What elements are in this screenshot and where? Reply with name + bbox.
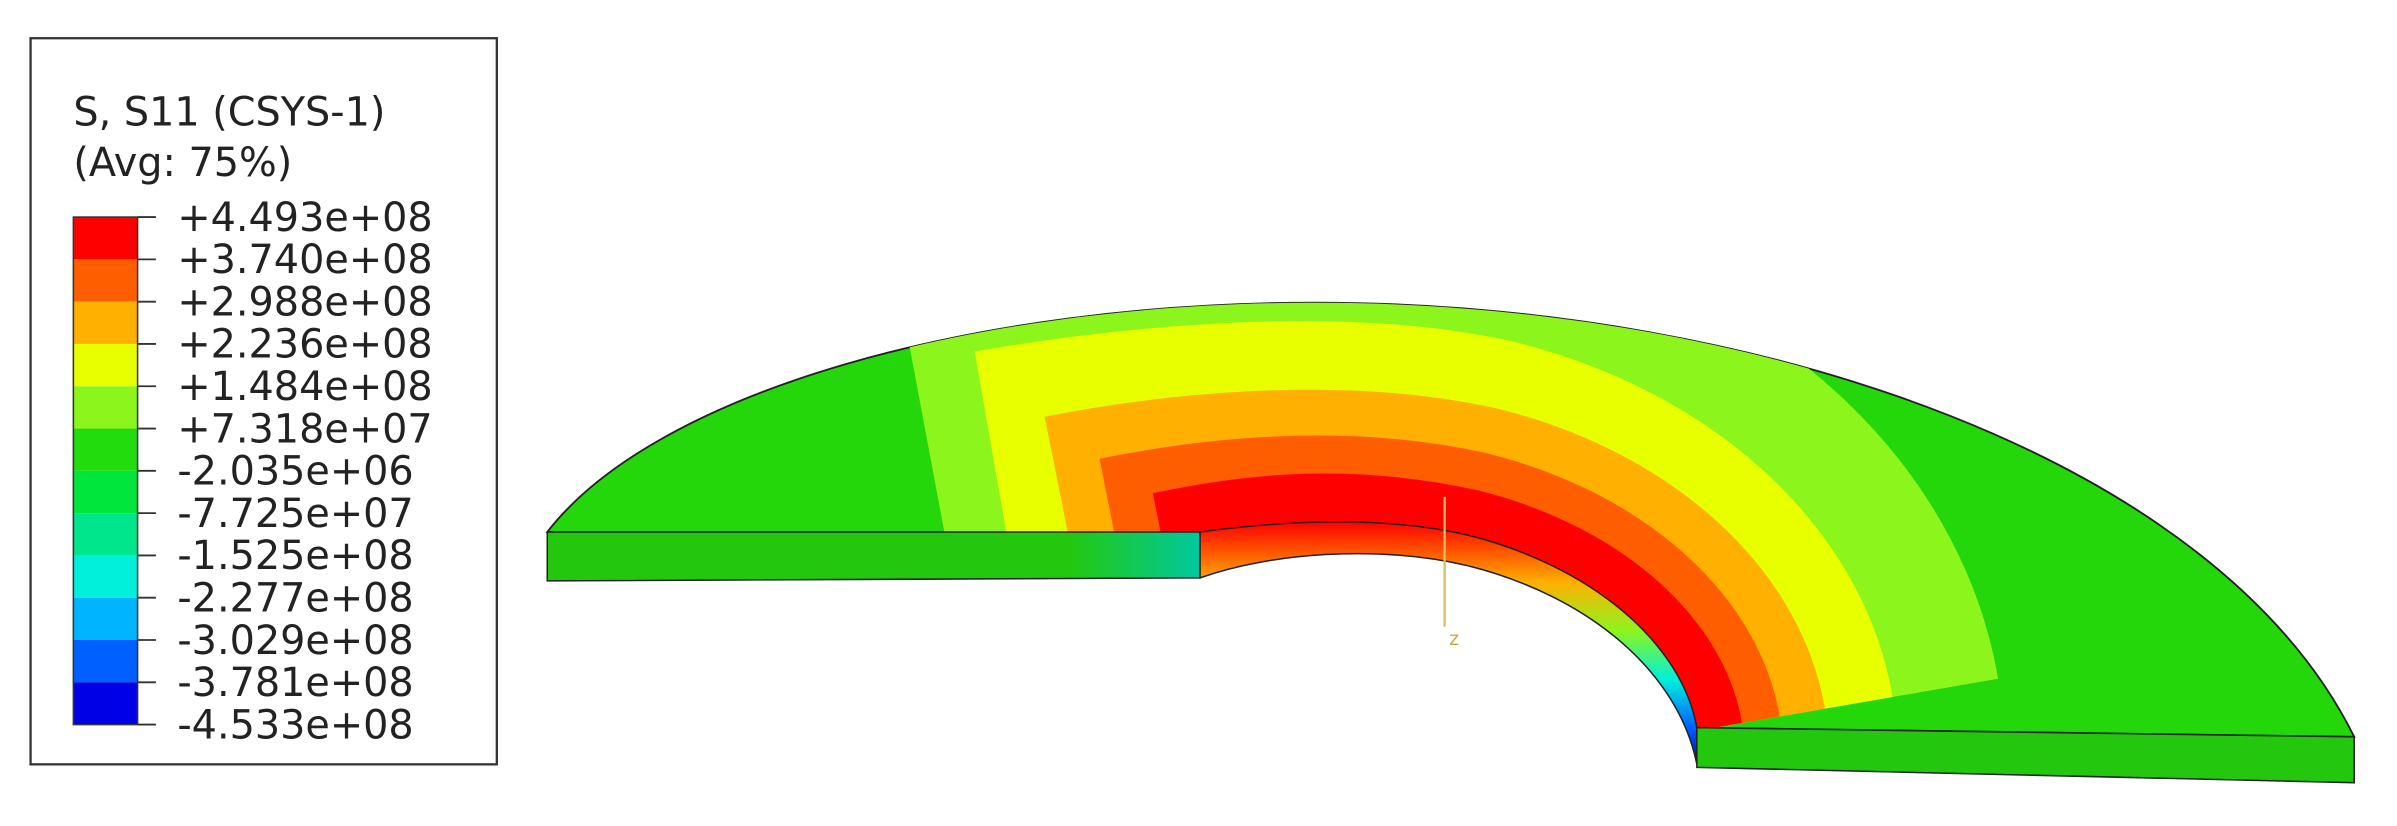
legend-label: -3.029e+08 <box>177 618 413 664</box>
legend-label: +2.988e+08 <box>177 279 432 325</box>
legend-swatch <box>73 343 138 387</box>
scene: z S, S11 (CSYS-1) (Avg: 75%) +4.493e+08+… <box>29 37 2356 784</box>
legend-swatch <box>73 513 138 556</box>
legend-label: +3.740e+08 <box>177 237 432 283</box>
legend-label: +7.318e+07 <box>177 406 432 452</box>
legend-label: -3.781e+08 <box>177 660 413 706</box>
legend: S, S11 (CSYS-1) (Avg: 75%) +4.493e+08+3.… <box>29 37 498 766</box>
legend-swatch <box>73 555 138 598</box>
legend-label: -2.277e+08 <box>177 575 413 621</box>
legend-swatch <box>73 470 138 514</box>
legend-title: S, S11 (CSYS-1) <box>73 89 385 135</box>
right-slab <box>1696 726 2355 784</box>
legend-swatch <box>73 217 138 260</box>
legend-label: -1.525e+08 <box>177 533 413 579</box>
legend-label: +4.493e+08 <box>177 195 432 241</box>
legend-swatch <box>73 640 138 683</box>
axis-label: z <box>1449 629 1459 650</box>
legend-label: +1.484e+08 <box>177 364 432 410</box>
legend-swatch <box>73 682 138 725</box>
legend-swatch <box>73 428 138 471</box>
legend-swatch <box>73 386 138 429</box>
legend-label: -4.533e+08 <box>177 702 413 748</box>
legend-bar-border <box>72 216 139 726</box>
legend-swatch <box>73 301 138 344</box>
legend-title: (Avg: 75%) <box>73 140 292 186</box>
legend-label: -2.035e+06 <box>177 449 413 495</box>
left-slab <box>546 531 1201 582</box>
legend-swatch <box>73 259 138 302</box>
model: z <box>545 301 2356 784</box>
legend-label: +2.236e+08 <box>177 322 432 368</box>
legend-label: -7.725e+07 <box>177 491 413 537</box>
legend-swatch <box>73 597 138 641</box>
